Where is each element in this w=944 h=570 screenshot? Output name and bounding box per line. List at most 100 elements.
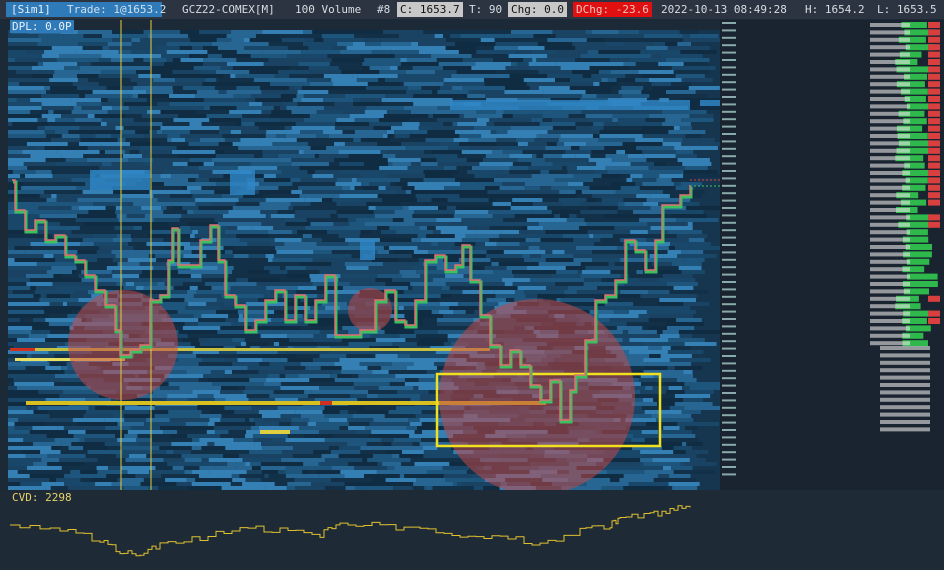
heat-cell: [25, 274, 54, 278]
heat-cell: [423, 178, 455, 182]
heat-cell: [117, 478, 122, 482]
heat-cell: [572, 302, 605, 306]
heat-cell: [618, 30, 640, 34]
heat-cell: [319, 474, 345, 478]
heat-cell: [533, 38, 548, 42]
heat-cell: [229, 274, 244, 278]
heat-cell: [302, 190, 344, 194]
heat-cell: [465, 202, 493, 206]
heat-cell: [30, 154, 62, 158]
heat-cell: [87, 70, 101, 74]
heat-cell: [646, 158, 678, 162]
heat-cell: [80, 478, 90, 482]
heat-cell: [436, 158, 467, 162]
heat-cell: [292, 182, 336, 186]
heat-cell: [141, 114, 179, 118]
heat-cell: [112, 30, 144, 34]
heat-cell: [352, 74, 358, 78]
heat-cell: [8, 238, 49, 242]
heat-cell: [224, 358, 238, 362]
heat-cell: [539, 246, 577, 250]
heat-cell: [502, 278, 531, 282]
heat-cell: [187, 434, 221, 438]
heat-cell: [51, 194, 57, 198]
heat-cell: [179, 386, 222, 390]
heat-cell: [179, 226, 191, 230]
heat-cell: [291, 442, 320, 446]
heat-cell: [385, 94, 414, 98]
heat-cell: [167, 138, 172, 142]
bar-type[interactable]: 100 Volume: [295, 3, 362, 16]
heat-cell: [308, 46, 313, 50]
heat-cell: [683, 62, 709, 66]
heat-cell: [121, 86, 134, 90]
bid-volume: [928, 184, 940, 191]
heat-cell: [242, 482, 275, 486]
heat-cell: [125, 138, 168, 142]
heat-cell: [115, 462, 152, 466]
price-tick: [722, 473, 736, 476]
heat-cell: [191, 482, 231, 486]
heat-cell: [640, 450, 674, 454]
price-tick: [722, 369, 736, 372]
heat-cell: [31, 66, 65, 70]
heat-cell: [122, 206, 142, 210]
instrument[interactable]: GCZ22-COMEX[M]: [182, 3, 275, 16]
heat-cell: [483, 486, 500, 490]
heat-cell: [409, 134, 447, 138]
heat-cell: [592, 194, 632, 198]
heat-cell: [666, 282, 698, 286]
tab[interactable]: #8: [377, 3, 391, 16]
heat-cell: [522, 254, 530, 258]
ladder-text: [880, 360, 930, 365]
heat-cell: [530, 278, 549, 282]
heat-cell: [178, 330, 218, 334]
heat-cell: [354, 34, 382, 38]
heat-cell: [88, 406, 96, 410]
heat-cell: [636, 146, 675, 150]
heat-cell: [44, 86, 51, 90]
heat-cell: [586, 142, 623, 146]
heat-cell: [313, 334, 327, 338]
heat-cell: [8, 50, 27, 54]
heat-cell: [387, 466, 395, 470]
heat-cell: [642, 454, 661, 458]
heat-cell: [72, 310, 84, 314]
heat-cell: [457, 302, 499, 306]
heat-cell: [437, 446, 452, 450]
heat-cell: [128, 106, 152, 110]
heat-cell: [37, 230, 72, 234]
heat-cell: [530, 234, 563, 238]
heat-cell: [661, 306, 691, 310]
heat-cell: [412, 486, 425, 490]
heat-cell: [573, 258, 593, 262]
heat-cell: [640, 294, 680, 298]
heat-cell: [156, 130, 163, 134]
heat-cell: [216, 310, 238, 314]
heat-cell: [47, 334, 69, 338]
heat-cell: [111, 162, 143, 166]
heat-cell: [178, 154, 216, 158]
heat-cell: [494, 122, 517, 126]
heat-cell: [331, 78, 357, 82]
heat-cell: [190, 242, 225, 246]
heat-cell: [641, 406, 670, 410]
heat-cell: [179, 46, 193, 50]
heat-cell: [286, 274, 297, 278]
heat-cell: [260, 86, 290, 90]
heat-cell: [14, 422, 47, 426]
heat-cell: [79, 94, 85, 98]
heat-cell: [420, 238, 462, 242]
heat-cell: [8, 134, 47, 138]
heat-cell: [442, 30, 480, 34]
heat-cell: [453, 214, 462, 218]
heat-cell: [178, 114, 207, 118]
heat-cell: [99, 150, 105, 154]
heat-cell: [132, 94, 139, 98]
heat-cell: [401, 274, 421, 278]
heat-cell: [189, 158, 212, 162]
ask-volume: [904, 96, 926, 102]
heat-cell: [303, 94, 345, 98]
heat-cell: [426, 370, 440, 374]
heat-cell: [447, 198, 489, 202]
